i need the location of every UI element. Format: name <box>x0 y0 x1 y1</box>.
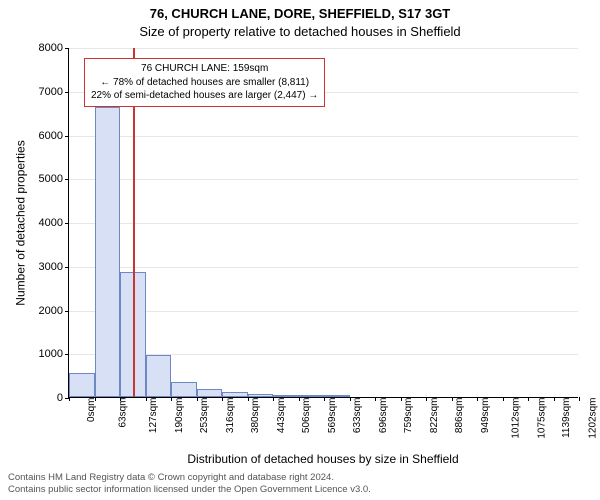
histogram-bar <box>171 382 197 397</box>
x-tick-mark <box>69 397 70 401</box>
x-tick-label: 63sqm <box>117 398 128 428</box>
x-tick-label: 822sqm <box>429 398 440 434</box>
x-tick-label: 380sqm <box>250 398 261 434</box>
grid-line <box>69 48 578 49</box>
x-axis-label: Distribution of detached houses by size … <box>68 452 578 466</box>
x-tick-mark <box>95 397 96 401</box>
histogram-bar <box>95 107 121 397</box>
x-tick-label: 633sqm <box>352 398 363 434</box>
x-tick-mark <box>299 397 300 401</box>
x-tick-mark <box>248 397 249 401</box>
x-tick-label: 0sqm <box>86 398 97 422</box>
x-tick-mark <box>477 397 478 401</box>
chart-title-sub: Size of property relative to detached ho… <box>0 24 600 39</box>
histogram-bar <box>69 373 95 398</box>
x-tick-label: 190sqm <box>174 398 185 434</box>
y-axis-label: Number of detached properties <box>14 48 28 398</box>
x-tick-label: 1202sqm <box>587 398 598 439</box>
annotation-line: ← 78% of detached houses are smaller (8,… <box>91 76 318 90</box>
annotation-line: 22% of semi-detached houses are larger (… <box>91 89 318 103</box>
histogram-bar <box>222 392 248 397</box>
footer-attribution: Contains HM Land Registry data © Crown c… <box>8 472 371 496</box>
y-tick-label: 7000 <box>29 86 63 98</box>
annotation-box: 76 CHURCH LANE: 159sqm← 78% of detached … <box>84 58 325 107</box>
x-tick-mark <box>528 397 529 401</box>
chart-container: 76, CHURCH LANE, DORE, SHEFFIELD, S17 3G… <box>0 0 600 500</box>
x-tick-mark <box>401 397 402 401</box>
y-tick-mark <box>65 267 69 268</box>
x-tick-label: 1139sqm <box>561 398 572 438</box>
x-tick-mark <box>579 397 580 401</box>
grid-line <box>69 179 578 180</box>
footer-line-1: Contains HM Land Registry data © Crown c… <box>8 472 371 484</box>
x-tick-mark <box>146 397 147 401</box>
y-tick-label: 1000 <box>29 348 63 360</box>
x-tick-label: 506sqm <box>301 398 312 434</box>
chart-title-main: 76, CHURCH LANE, DORE, SHEFFIELD, S17 3G… <box>0 6 600 21</box>
y-tick-mark <box>65 179 69 180</box>
y-tick-label: 2000 <box>29 305 63 317</box>
x-tick-label: 1012sqm <box>511 398 522 439</box>
y-tick-mark <box>65 48 69 49</box>
x-tick-label: 949sqm <box>480 398 491 434</box>
y-tick-mark <box>65 311 69 312</box>
x-tick-mark <box>197 397 198 401</box>
annotation-line: 76 CHURCH LANE: 159sqm <box>91 62 318 76</box>
grid-line <box>69 136 578 137</box>
x-tick-mark <box>375 397 376 401</box>
histogram-bar <box>197 389 223 397</box>
x-tick-mark <box>324 397 325 401</box>
x-tick-label: 253sqm <box>199 398 210 434</box>
x-tick-label: 696sqm <box>378 398 389 434</box>
y-tick-mark <box>65 223 69 224</box>
x-tick-label: 1075sqm <box>536 398 547 439</box>
y-tick-label: 6000 <box>29 130 63 142</box>
x-tick-mark <box>273 397 274 401</box>
grid-line <box>69 267 578 268</box>
grid-line <box>69 223 578 224</box>
y-tick-label: 8000 <box>29 42 63 54</box>
histogram-bar <box>146 355 172 397</box>
y-tick-mark <box>65 136 69 137</box>
y-tick-label: 3000 <box>29 261 63 273</box>
x-tick-mark <box>350 397 351 401</box>
x-tick-label: 127sqm <box>148 398 159 434</box>
x-tick-mark <box>503 397 504 401</box>
y-tick-mark <box>65 354 69 355</box>
x-tick-mark <box>171 397 172 401</box>
x-tick-mark <box>120 397 121 401</box>
x-tick-label: 443sqm <box>276 398 287 434</box>
footer-line-2: Contains public sector information licen… <box>8 484 371 496</box>
x-tick-label: 316sqm <box>225 398 236 434</box>
x-tick-mark <box>426 397 427 401</box>
y-tick-mark <box>65 92 69 93</box>
x-tick-label: 886sqm <box>454 398 465 434</box>
x-tick-label: 569sqm <box>327 398 338 434</box>
x-tick-mark <box>452 397 453 401</box>
y-axis-label-text: Number of detached properties <box>14 140 28 305</box>
x-tick-mark <box>222 397 223 401</box>
y-tick-label: 4000 <box>29 217 63 229</box>
x-tick-mark <box>554 397 555 401</box>
y-tick-label: 5000 <box>29 173 63 185</box>
x-tick-label: 759sqm <box>403 398 414 434</box>
y-tick-label: 0 <box>29 392 63 404</box>
